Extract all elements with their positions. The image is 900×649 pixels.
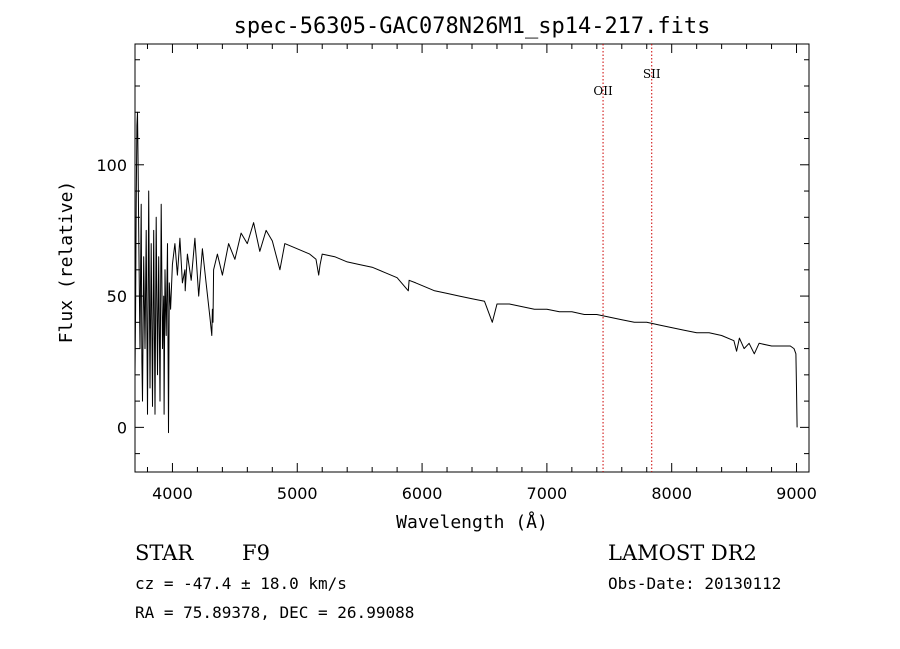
- y-tick-label: 50: [107, 287, 127, 306]
- plot-frame: [134, 43, 810, 473]
- y-tick-label: 0: [117, 418, 127, 437]
- y-tick-labels: 0 50 100: [96, 156, 127, 438]
- y-axis-label: Flux (relative): [56, 181, 77, 344]
- redshift-cz: cz = -47.4 ± 18.0 km/s: [135, 574, 347, 593]
- x-tick-label: 4000: [152, 484, 193, 503]
- x-tick-label: 6000: [402, 484, 443, 503]
- chart-title: spec-56305-GAC078N26M1_sp14-217.fits: [234, 14, 711, 39]
- x-tick-label: 7000: [527, 484, 568, 503]
- coordinates: RA = 75.89378, DEC = 26.99088: [135, 603, 414, 622]
- spectrum-series: [134, 111, 798, 434]
- observation-date: Obs-Date: 20130112: [608, 574, 781, 593]
- x-tick-label: 5000: [277, 484, 318, 503]
- x-axis-label: Wavelength (Å): [396, 511, 548, 533]
- axis-ticks: [135, 44, 809, 472]
- survey-name: LAMOST DR2: [608, 541, 757, 565]
- x-tick-label: 8000: [651, 484, 692, 503]
- reference-label-oii: OII: [593, 84, 613, 98]
- object-type: STAR: [135, 541, 194, 565]
- subclass: F9: [242, 541, 270, 565]
- spectrum-line: [134, 111, 798, 434]
- reference-lines: OII SII: [593, 44, 661, 472]
- x-tick-labels: 4000 5000 6000 7000 8000 9000: [152, 484, 817, 503]
- reference-label-sii: SII: [643, 67, 661, 81]
- x-tick-label: 9000: [776, 484, 817, 503]
- y-tick-label: 100: [96, 156, 127, 175]
